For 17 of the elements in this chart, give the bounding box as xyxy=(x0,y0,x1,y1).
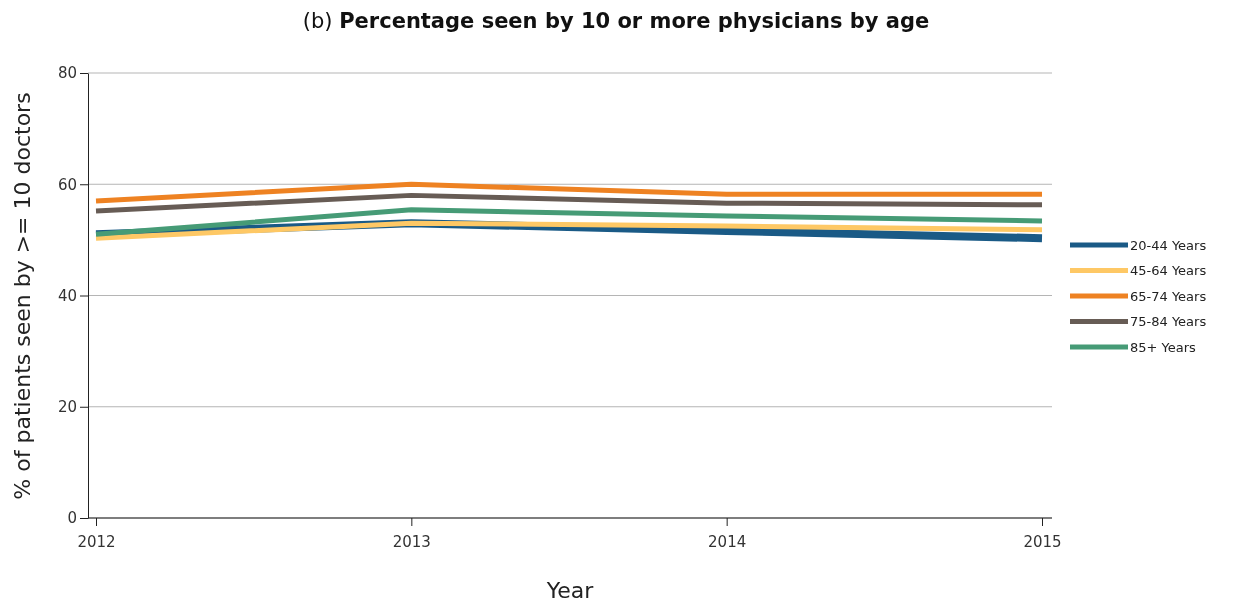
chart-title: (b) Percentage seen by 10 or more physicians by age xyxy=(302,9,930,33)
x-tick-label: 2015 xyxy=(1023,533,1062,551)
x-tick-label: 2012 xyxy=(77,533,116,551)
y-tick-label: 40 xyxy=(57,286,77,305)
x-tick-label: 2014 xyxy=(708,533,747,551)
y-tick-label: 20 xyxy=(57,398,77,417)
legend-label: 65-74 Years xyxy=(1130,288,1207,304)
x-tick-label: 2013 xyxy=(392,533,431,551)
legend-label: 75-84 Years xyxy=(1130,314,1207,330)
legend-label: 85+ Years xyxy=(1130,339,1197,355)
y-axis-title: % of patients seen by >= 10 doctors xyxy=(10,92,35,500)
legend-label: 20-44 Years xyxy=(1130,237,1207,253)
y-tick-label: 0 xyxy=(67,509,77,528)
legend-label: 45-64 Years xyxy=(1130,263,1207,279)
x-axis-title: Year xyxy=(545,578,595,603)
y-tick-label: 80 xyxy=(57,64,77,83)
y-tick-label: 60 xyxy=(57,175,77,194)
